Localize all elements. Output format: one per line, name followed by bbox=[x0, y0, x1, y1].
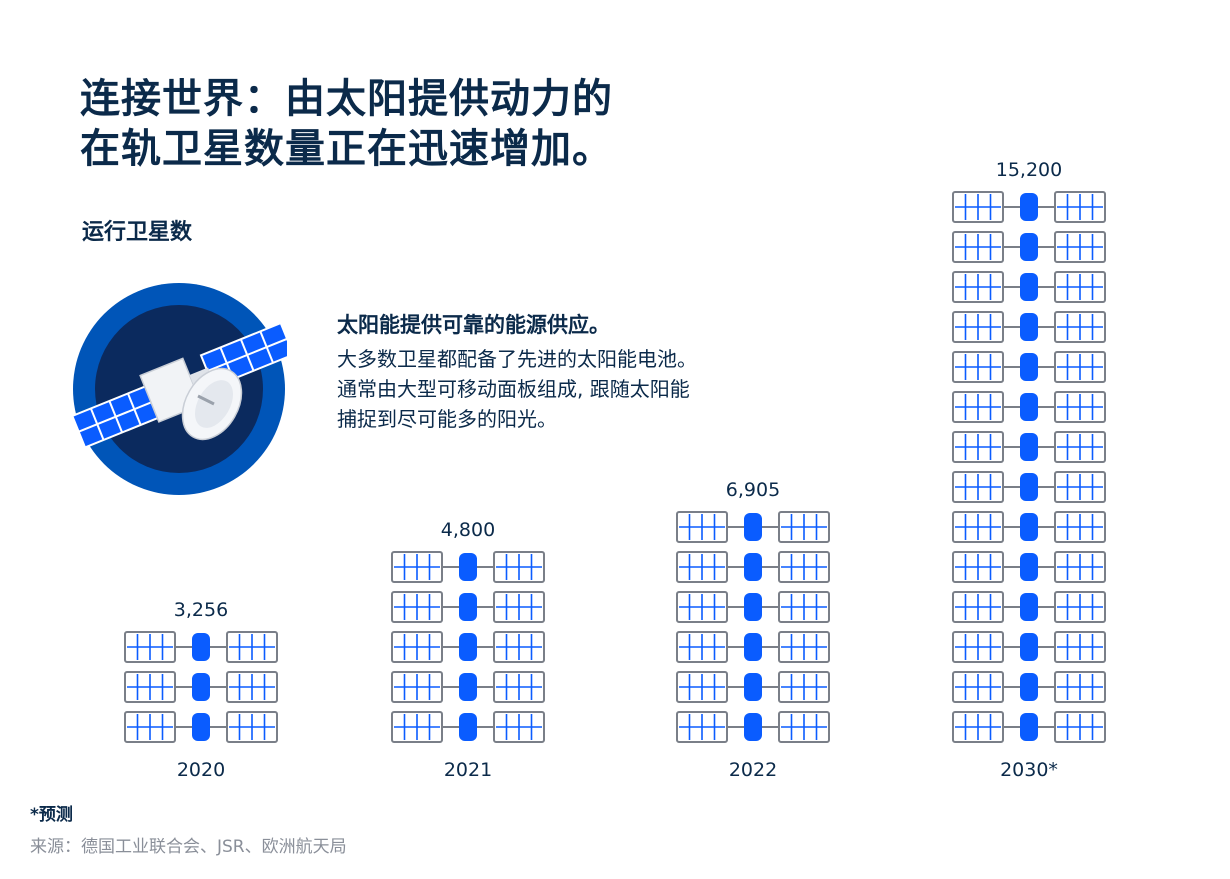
satellite-icon bbox=[676, 631, 830, 663]
info-box: 太阳能提供可靠的能源供应。 大多数卫星都配备了先进的太阳能电池。 通常由大型可移… bbox=[337, 310, 797, 434]
title-line-1: 连接世界：由太阳提供动力的 bbox=[80, 76, 613, 122]
satellite-column bbox=[124, 631, 278, 743]
satellite-icon bbox=[676, 671, 830, 703]
info-line: 通常由大型可移动面板组成, 跟随太阳能 bbox=[337, 377, 690, 401]
satellite-icon bbox=[952, 271, 1106, 303]
satellite-icon bbox=[391, 711, 545, 743]
satellite-icon bbox=[676, 591, 830, 623]
category-label: 2020 bbox=[177, 759, 225, 781]
info-line: 大多数卫星都配备了先进的太阳能电池。 bbox=[337, 347, 697, 371]
satellite-icon bbox=[952, 591, 1106, 623]
satellite-icon bbox=[952, 471, 1106, 503]
chart-subtitle: 运行卫星数 bbox=[82, 220, 193, 245]
satellite-column bbox=[952, 191, 1106, 743]
category-label: 2030* bbox=[1000, 759, 1058, 781]
satellite-icon bbox=[391, 551, 545, 583]
info-line: 捕捉到尽可能多的阳光。 bbox=[337, 407, 557, 431]
value-label: 4,800 bbox=[441, 519, 495, 541]
satellite-icon bbox=[952, 351, 1106, 383]
value-label: 3,256 bbox=[174, 599, 228, 621]
satellite-icon bbox=[676, 711, 830, 743]
satellite-icon bbox=[952, 671, 1106, 703]
satellite-icon bbox=[391, 671, 545, 703]
satellite-icon bbox=[952, 391, 1106, 423]
info-heading: 太阳能提供可靠的能源供应。 bbox=[337, 313, 610, 337]
info-body: 大多数卫星都配备了先进的太阳能电池。 通常由大型可移动面板组成, 跟随太阳能 捕… bbox=[337, 344, 797, 434]
satellite-icon bbox=[952, 631, 1106, 663]
satellite-icon bbox=[952, 191, 1106, 223]
satellite-icon bbox=[391, 631, 545, 663]
satellite-illustration-icon bbox=[72, 283, 287, 495]
satellite-icon bbox=[124, 711, 278, 743]
satellite-icon bbox=[952, 711, 1106, 743]
satellite-icon bbox=[391, 591, 545, 623]
footnote: *预测 bbox=[30, 805, 73, 825]
satellite-icon bbox=[124, 631, 278, 663]
satellite-icon bbox=[124, 671, 278, 703]
satellite-icon bbox=[952, 511, 1106, 543]
satellite-icon bbox=[676, 551, 830, 583]
satellite-column bbox=[391, 551, 545, 743]
source-note: 来源：德国工业联合会、JSR、欧洲航天局 bbox=[30, 837, 347, 857]
category-label: 2022 bbox=[729, 759, 777, 781]
satellite-icon bbox=[952, 551, 1106, 583]
satellite-icon bbox=[952, 431, 1106, 463]
chart-title: 连接世界：由太阳提供动力的 在轨卫星数量正在迅速增加。 bbox=[80, 74, 613, 174]
satellite-column bbox=[676, 511, 830, 743]
value-label: 6,905 bbox=[726, 479, 780, 501]
satellite-icon bbox=[676, 511, 830, 543]
category-label: 2021 bbox=[444, 759, 492, 781]
title-line-2: 在轨卫星数量正在迅速增加。 bbox=[80, 126, 613, 172]
satellite-icon bbox=[952, 231, 1106, 263]
value-label: 15,200 bbox=[996, 159, 1062, 181]
satellite-icon bbox=[952, 311, 1106, 343]
